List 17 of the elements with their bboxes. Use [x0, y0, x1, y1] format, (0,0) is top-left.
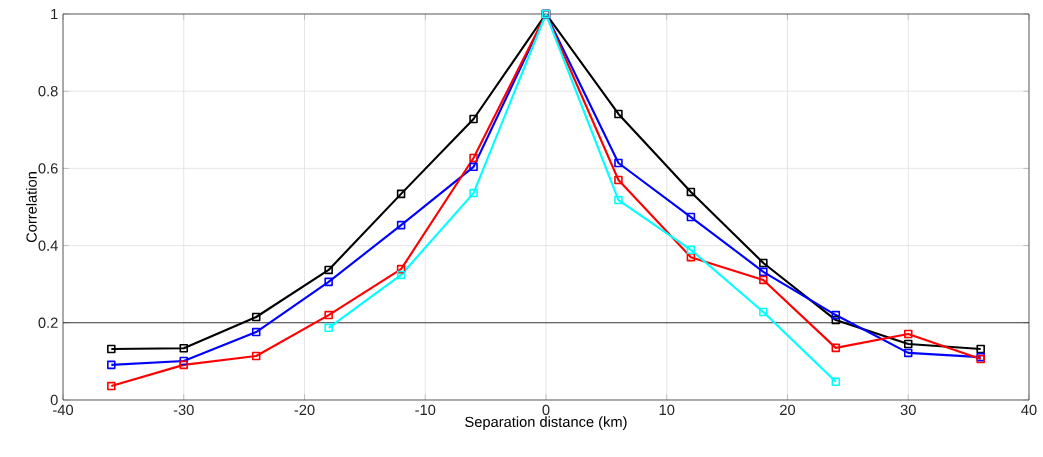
y-tick-label: 0.6 — [38, 163, 58, 174]
x-tick-label: -40 — [53, 404, 74, 416]
y-tick-label: 0.2 — [38, 317, 58, 328]
x-tick-label: -30 — [173, 404, 194, 416]
x-tick-label: 40 — [1021, 404, 1037, 416]
y-axis-title: Correlation — [26, 172, 37, 243]
x-tick-label: 20 — [780, 404, 796, 416]
x-tick-label: 0 — [542, 404, 550, 416]
y-tick-label: 0 — [50, 394, 58, 406]
y-tick-label: 0.4 — [38, 240, 58, 251]
x-tick-label: -10 — [415, 404, 436, 416]
x-tick-label: 10 — [659, 404, 675, 416]
y-tick-label: 1 — [51, 8, 58, 20]
x-tick-label: 30 — [900, 404, 916, 416]
x-tick-label: -20 — [294, 404, 315, 416]
y-tick-label: 0.8 — [38, 86, 58, 97]
x-axis-title: Separation distance (km) — [465, 416, 627, 430]
